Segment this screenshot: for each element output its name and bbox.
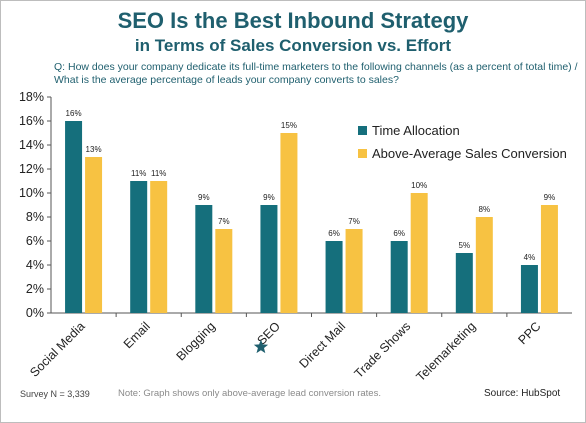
x-tick-label: Email [121, 319, 153, 351]
bar-time-allocation [130, 181, 148, 313]
star-icon [253, 339, 269, 354]
data-label: 13% [86, 145, 102, 154]
data-label: 6% [393, 229, 405, 238]
data-label: 15% [281, 121, 297, 130]
legend-label: Above-Average Sales Conversion [372, 146, 567, 161]
y-tick-label: 2% [26, 282, 44, 296]
legend-swatch [358, 126, 367, 135]
bar-sales-conversion [150, 181, 168, 313]
bar-time-allocation [520, 265, 538, 313]
bar-time-allocation [390, 241, 408, 313]
x-tick-label: Telemarketing [414, 319, 479, 384]
bar-sales-conversion [540, 205, 558, 313]
bar-sales-conversion [215, 229, 233, 313]
bar-time-allocation [260, 205, 278, 313]
footer-note: Note: Graph shows only above-average lea… [118, 388, 381, 399]
bar-sales-conversion [85, 157, 103, 313]
y-tick-label: 6% [26, 234, 44, 248]
x-tick-label: PPC [515, 319, 543, 347]
chart-subtitle: in Terms of Sales Conversion vs. Effort [134, 36, 452, 55]
data-label: 6% [328, 229, 340, 238]
data-label: 7% [348, 217, 360, 226]
bar-time-allocation [195, 205, 213, 313]
bar-time-allocation [455, 253, 473, 313]
data-label: 11% [131, 169, 146, 178]
data-label: 8% [479, 205, 491, 214]
y-tick-label: 4% [26, 258, 44, 272]
data-label: 9% [544, 193, 556, 202]
bar-sales-conversion [280, 133, 298, 313]
source-label: Source: HubSpot [484, 388, 561, 399]
data-label: 7% [218, 217, 230, 226]
y-tick-label: 16% [19, 114, 44, 128]
data-label: 5% [459, 241, 471, 250]
y-tick-label: 0% [26, 306, 44, 320]
data-label: 10% [411, 181, 427, 190]
x-tick-label: Social Media [27, 319, 88, 380]
survey-size: Survey N = 3,339 [20, 389, 90, 399]
x-tick-label: SEO [254, 319, 283, 348]
x-tick-label: Direct Mail [297, 319, 349, 371]
legend-swatch [358, 149, 367, 158]
y-tick-label: 14% [19, 138, 44, 152]
bar-sales-conversion [410, 193, 428, 313]
x-tick-label: Trade Shows [352, 319, 414, 381]
y-tick-label: 10% [19, 186, 44, 200]
data-label: 11% [151, 169, 166, 178]
bar-sales-conversion [475, 217, 493, 313]
survey-question: Q: How does your company dedicate its fu… [54, 61, 578, 86]
x-tick-label: Blogging [174, 319, 218, 363]
data-label: 9% [198, 193, 210, 202]
chart-title: SEO Is the Best Inbound Strategy [117, 8, 469, 33]
bar-sales-conversion [345, 229, 363, 313]
data-label: 4% [524, 253, 536, 262]
y-tick-label: 18% [19, 90, 44, 104]
y-tick-label: 8% [26, 210, 44, 224]
y-tick-label: 12% [19, 162, 44, 176]
data-label: 16% [66, 109, 82, 118]
bar-time-allocation [65, 121, 83, 313]
bar-time-allocation [325, 241, 343, 313]
data-label: 9% [263, 193, 275, 202]
legend-label: Time Allocation [372, 123, 460, 138]
